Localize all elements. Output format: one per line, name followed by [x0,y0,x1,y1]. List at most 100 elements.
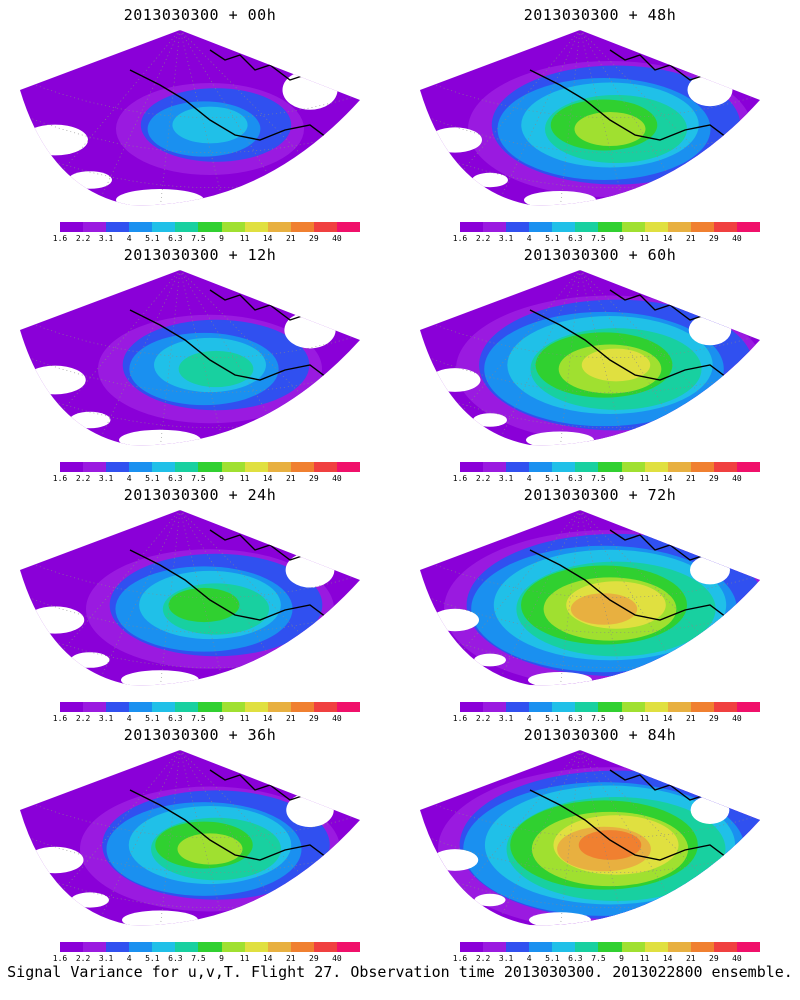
colorbar-tick-label: 7.5 [191,234,206,243]
colorbar-segment [313,702,337,712]
map-panel: 2013030300 + 00h 1.6 2.2 3.1 4 5.1 6.3 7.5 9 11 14… [0,0,400,243]
coastline [129,289,351,391]
map-panel: 2013030300 + 12h 1.6 2.2 3.1 4 5.1 6.3 7.5 9 11 14… [0,240,400,483]
map-panel: 2013030300 + 84h 1.6 2.2 3.1 4 5.1 6.3 7.5 9 11 14… [400,720,800,963]
panel-title: 2013030300 + 24h [123,486,277,504]
colorbar-segment [506,462,530,472]
colorbar-segment [736,702,761,712]
colorbar [60,222,361,232]
low-variance-area [25,606,85,634]
colorbar-segment [552,222,576,232]
colorbar-tick-label: 21 [285,954,296,963]
colorbar-segment [506,942,530,952]
low-variance-area [71,892,109,908]
colorbar-tick-label: 21 [285,474,296,483]
low-variance-area [473,413,507,427]
coastline [129,529,351,631]
colorbar-segment [313,942,337,952]
colorbar-segment [667,462,691,472]
colorbar-segment [690,222,714,232]
colorbar-segment [667,702,691,712]
colorbar-tick-label: 6.3 [168,234,183,243]
low-variance-area [688,314,732,346]
colorbar-tick-label: 9 [619,714,624,723]
colorbar-tick-label: 6.3 [168,474,183,483]
colorbar-tick-label: 7.5 [191,714,206,723]
colorbar-segment [198,222,222,232]
colorbar-segment [83,702,107,712]
colorbar-tick-label: 1.6 [52,474,68,483]
colorbar-segment [506,702,530,712]
colorbar-segment [129,942,153,952]
colorbar-segment [483,462,507,472]
colorbar-segment [313,462,337,472]
colorbar-tick-label: 2.2 [475,714,491,723]
colorbar-segment [152,462,176,472]
colorbar-labels: 1.6 2.2 3.1 4 5.1 6.3 7.5 9 11 14 21 29 40 [53,474,360,486]
colorbar-segment [175,702,199,712]
colorbar-segment [336,702,361,712]
polar-map [420,30,760,206]
colorbar-segment [129,462,153,472]
colorbar-segment [506,222,530,232]
colorbar-tick-label: 3.1 [98,714,114,723]
colorbar-segment [221,462,245,472]
colorbar-tick-label: 2.2 [475,954,491,963]
colorbar-segment [221,702,245,712]
colorbar-segment [644,222,668,232]
colorbar-tick-label: 4 [126,234,132,243]
colorbar-tick-label: 6.3 [568,474,583,483]
latitude-line [20,314,360,358]
colorbar-tick-label: 40 [732,954,742,963]
low-variance-area [282,70,338,110]
variance-contour [168,587,240,623]
colorbar-tick-label: 4 [126,474,132,483]
colorbar-segment [529,942,553,952]
colorbar-tick-label: 14 [662,714,673,723]
low-variance-area [428,127,482,153]
colorbar-segment [83,462,107,472]
colorbar-segment [290,942,314,952]
colorbar-tick-label: 21 [685,714,696,723]
colorbar-tick-label: 3.1 [498,474,514,483]
colorbar-segment [621,222,645,232]
colorbar-tick-label: 11 [639,954,650,963]
coastline [529,769,751,871]
colorbar-segment [336,942,361,952]
colorbar-tick-label: 2.2 [475,234,491,243]
polar-map [20,30,360,206]
colorbar-tick-label: 29 [309,474,319,483]
colorbar-tick-label: 40 [332,474,342,483]
map-panel: 2013030300 + 60h 1.6 2.2 3.1 4 5.1 6.3 7.5 9 11 14… [400,240,800,483]
colorbar-tick-label: 9 [219,474,224,483]
colorbar-tick-label: 7.5 [591,234,606,243]
coastline [129,769,351,871]
colorbar-tick-label: 14 [262,714,273,723]
colorbar-segment [483,222,507,232]
low-variance-area [24,365,86,395]
colorbar-tick-label: 1.6 [52,954,68,963]
map-panel: 2013030300 + 72h 1.6 2.2 3.1 4 5.1 6.3 7.5 9 11 14… [400,480,800,723]
colorbar-tick-label: 1.6 [452,954,468,963]
low-variance-area [431,849,479,871]
colorbar [460,702,761,712]
colorbar-tick-label: 11 [639,714,650,723]
colorbar-segment [198,942,222,952]
low-variance-area [528,672,592,686]
colorbar-segment [552,942,576,952]
colorbar-segment [267,222,291,232]
colorbar-segment [290,222,314,232]
colorbar-tick-label: 1.6 [452,234,468,243]
colorbar-tick-label: 11 [239,714,250,723]
colorbar-tick-label: 5.1 [545,474,560,483]
colorbar-tick-label: 5.1 [545,714,560,723]
colorbar-segment [267,462,291,472]
colorbar-tick-label: 11 [639,234,650,243]
colorbar-segment [644,942,668,952]
colorbar-segment [244,222,268,232]
colorbar-segment [575,942,599,952]
colorbar-segment [598,702,622,712]
colorbar [460,462,761,472]
colorbar-tick-label: 29 [709,714,719,723]
latitude-line [420,74,760,118]
